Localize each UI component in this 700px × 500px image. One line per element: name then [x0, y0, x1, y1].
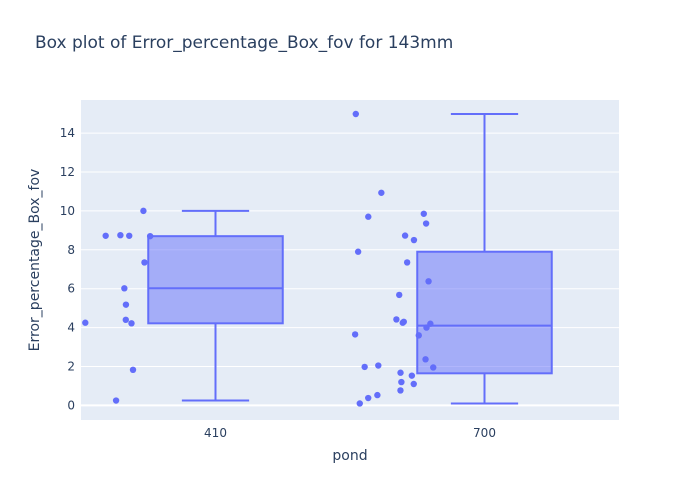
data-point [422, 220, 430, 227]
data-point [403, 259, 411, 266]
y-tick-label: 0 [67, 398, 75, 412]
y-tick-label: 4 [67, 321, 75, 335]
data-point [352, 110, 359, 118]
data-point [365, 213, 372, 220]
data-point [420, 210, 427, 217]
y-tick-label: 6 [67, 282, 75, 296]
y-axis-title: Error_percentage_Box_fov [27, 169, 43, 352]
data-point [415, 332, 422, 339]
point-series [82, 110, 437, 407]
data-point [117, 231, 124, 239]
x-axis-title: pond [332, 448, 367, 464]
chart-title: Box plot of Error_percentage_Box_fov for… [35, 33, 454, 53]
data-point [427, 320, 434, 327]
data-point [122, 301, 130, 308]
data-point [422, 356, 429, 363]
x-tick-label: 700 [473, 426, 496, 440]
data-point [399, 319, 406, 326]
y-tick-label: 2 [67, 360, 75, 374]
data-point [354, 248, 362, 255]
data-point [396, 291, 403, 299]
data-point [408, 372, 416, 379]
y-tick-label: 12 [60, 165, 75, 179]
data-point [128, 320, 135, 327]
data-point [102, 232, 109, 239]
x-axis-ticks: 410 700 [204, 426, 496, 440]
data-point [378, 189, 385, 196]
data-point [121, 285, 128, 292]
iqr-box [147, 235, 284, 325]
data-point [122, 316, 129, 324]
data-point [397, 369, 404, 376]
data-point [430, 364, 437, 371]
data-point [351, 331, 359, 338]
data-point [129, 366, 137, 374]
data-point [398, 378, 405, 386]
data-point [365, 394, 372, 402]
data-point [397, 387, 404, 394]
data-point [112, 397, 120, 404]
data-point [374, 391, 381, 399]
y-tick-label: 14 [60, 126, 75, 140]
data-point [126, 232, 133, 239]
data-point [356, 400, 363, 407]
data-point [82, 319, 89, 326]
y-tick-label: 10 [60, 204, 75, 218]
data-point [401, 232, 409, 239]
data-point [361, 363, 368, 371]
data-point [146, 232, 154, 240]
data-point [425, 278, 432, 285]
data-point [141, 259, 148, 266]
data-point [393, 316, 400, 323]
data-point [375, 362, 382, 369]
y-tick-label: 8 [67, 243, 75, 257]
data-point [410, 380, 417, 388]
y-axis-ticks: 0 2 4 6 8 10 12 14 [60, 126, 75, 412]
x-tick-label: 410 [204, 426, 227, 440]
data-point [140, 207, 147, 215]
data-point [410, 236, 418, 244]
iqr-box [416, 250, 553, 375]
data-point [423, 324, 430, 331]
box-series [147, 113, 553, 405]
